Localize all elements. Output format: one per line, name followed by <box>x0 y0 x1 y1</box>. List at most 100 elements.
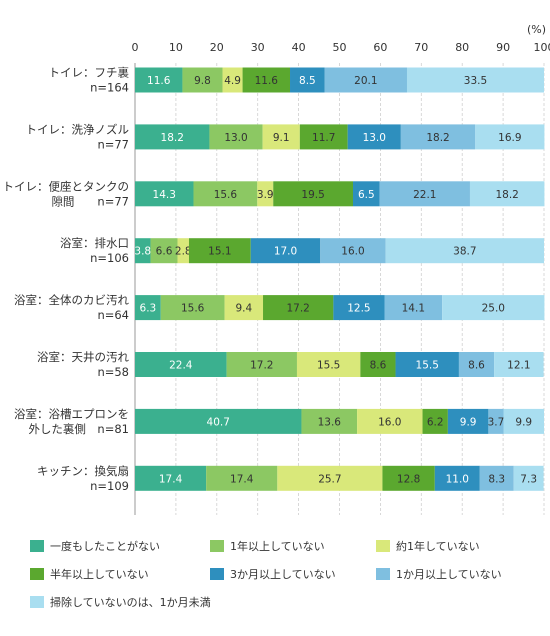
bar-segment <box>150 238 178 264</box>
bar-segment <box>357 408 423 434</box>
category-label: n=77 <box>97 137 129 151</box>
data-label: 17.4 <box>159 473 183 485</box>
legend-swatch <box>30 568 44 580</box>
bar-segment <box>382 465 435 491</box>
data-label: 13.0 <box>363 132 386 144</box>
data-label: 8.6 <box>468 360 485 372</box>
data-label: 40.7 <box>207 416 230 428</box>
x-tick-label: 0 <box>132 41 139 54</box>
data-label: 11.6 <box>147 75 171 87</box>
data-label: 6.3 <box>140 303 157 315</box>
category-label: 浴室：排水口 <box>60 236 129 250</box>
x-tick-label: 80 <box>455 41 469 54</box>
data-label: 11.0 <box>446 473 469 485</box>
legend-item: 1か月以上していない <box>376 566 502 582</box>
legend-label: 3か月以上していない <box>230 568 336 581</box>
data-label: 14.1 <box>402 303 425 315</box>
data-label: 3.8 <box>134 246 151 258</box>
bar-segment <box>301 408 358 434</box>
legend-swatch <box>376 540 390 552</box>
legend-label: 半年以上していない <box>50 568 149 581</box>
data-label: 15.6 <box>214 189 238 201</box>
bar-segment <box>135 408 302 434</box>
x-tick-label: 40 <box>292 41 306 54</box>
data-label: 18.2 <box>426 132 449 144</box>
bar-segment <box>242 67 291 93</box>
x-tick-label: 70 <box>414 41 428 54</box>
data-label: 11.6 <box>255 75 279 87</box>
bar-segment <box>299 124 348 150</box>
data-label: 33.5 <box>464 75 487 87</box>
legend-swatch <box>210 568 224 580</box>
bar-segment <box>135 465 207 491</box>
data-label: 12.1 <box>507 360 530 372</box>
data-label: 15.5 <box>416 360 439 372</box>
data-label: 25.7 <box>318 473 341 485</box>
bar-segment <box>479 465 514 491</box>
legend-item: 3か月以上していない <box>210 566 336 582</box>
data-label: 3.7 <box>488 416 505 428</box>
category-label: n=109 <box>90 479 129 493</box>
bar-segment <box>193 181 258 207</box>
bar-segment <box>250 238 321 264</box>
data-label: 9.1 <box>273 132 290 144</box>
data-label: 38.7 <box>453 246 476 258</box>
legend-item: 半年以上していない <box>30 566 149 582</box>
data-label: 17.0 <box>274 246 297 258</box>
bar-segment <box>400 124 476 150</box>
legend-swatch <box>30 596 44 608</box>
bar-segment <box>395 352 459 377</box>
bar-segment <box>320 238 386 264</box>
x-tick-label: 10 <box>169 41 183 54</box>
bar-segment <box>475 124 545 150</box>
x-tick-label: 30 <box>251 41 265 54</box>
bar-segment <box>513 465 544 491</box>
bar-segment <box>226 352 297 377</box>
legend-label: 1年以上していない <box>230 540 325 553</box>
data-label: 13.6 <box>318 416 342 428</box>
bar-segment <box>333 295 385 321</box>
data-label: 14.3 <box>153 189 176 201</box>
category-label: 浴室：全体のカビ汚れ <box>14 293 129 307</box>
bar-segment <box>469 181 545 207</box>
category-label: n=106 <box>90 251 129 265</box>
data-label: 6.2 <box>427 416 444 428</box>
data-label: 16.9 <box>498 132 521 144</box>
data-label: 13.0 <box>224 132 247 144</box>
legend-item: 一度もしたことがない <box>30 538 160 554</box>
data-label: 19.5 <box>301 189 324 201</box>
legend-swatch <box>376 568 390 580</box>
bar-segment <box>360 352 396 377</box>
data-label: 9.8 <box>194 75 211 87</box>
bar-segment <box>135 124 210 150</box>
x-tick-label: 100 <box>534 41 550 54</box>
data-label: 8.5 <box>299 75 316 87</box>
x-tick-label: 90 <box>496 41 510 54</box>
category-label: n=58 <box>97 365 129 379</box>
bar-segment <box>263 295 334 321</box>
bar-segment <box>262 124 300 150</box>
bar-segment <box>135 238 151 264</box>
bar-segment <box>135 67 183 93</box>
bar-segment <box>385 238 544 264</box>
category-label: 浴室：浴槽エプロンを <box>14 407 129 421</box>
data-label: 12.5 <box>347 303 370 315</box>
x-tick-label: 20 <box>210 41 224 54</box>
category-label: キッチン：換気扇 <box>37 464 129 478</box>
bar-segment <box>135 181 194 207</box>
data-label: 11.7 <box>312 132 335 144</box>
bar-segment <box>406 67 544 93</box>
data-label: 18.2 <box>161 132 184 144</box>
bar-segment <box>447 408 489 434</box>
bar-segment <box>224 295 264 321</box>
bar-segment <box>290 67 325 93</box>
bar-segment <box>379 181 470 207</box>
bar-segment <box>273 181 353 207</box>
bar-segment <box>177 238 189 264</box>
data-label: 12.8 <box>397 473 420 485</box>
x-tick-label: 50 <box>333 41 347 54</box>
data-label: 22.1 <box>413 189 436 201</box>
legend-swatch <box>210 540 224 552</box>
bar-segment <box>277 465 383 491</box>
